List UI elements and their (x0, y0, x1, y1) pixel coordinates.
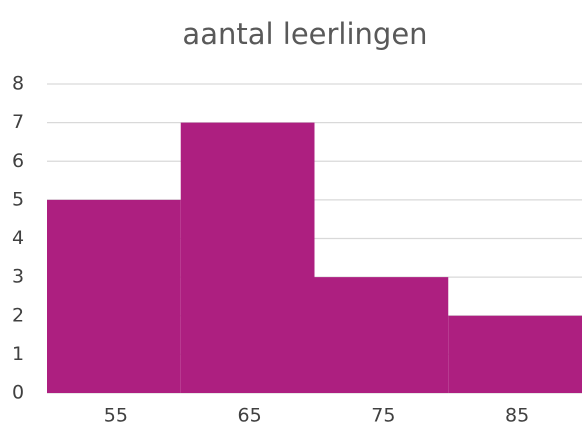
y-tick-label: 2 (12, 304, 24, 326)
bar (314, 277, 449, 393)
y-tick-label: 6 (12, 150, 24, 172)
y-tick-label: 0 (12, 382, 24, 404)
bar (180, 122, 315, 393)
y-tick-label: 4 (12, 227, 24, 249)
bar (47, 199, 181, 393)
x-tick-label: 55 (104, 405, 128, 427)
y-tick-label: 5 (12, 188, 24, 210)
y-tick-label: 3 (12, 266, 24, 288)
y-tick-label: 1 (12, 343, 24, 365)
x-tick-label: 75 (371, 405, 395, 427)
x-tick-label: 85 (505, 405, 529, 427)
x-tick-label: 65 (238, 405, 262, 427)
y-tick-label: 7 (12, 111, 24, 133)
y-tick-label: 8 (12, 73, 24, 95)
bar (448, 315, 582, 393)
chart-title: aantal leerlingen (182, 17, 427, 51)
